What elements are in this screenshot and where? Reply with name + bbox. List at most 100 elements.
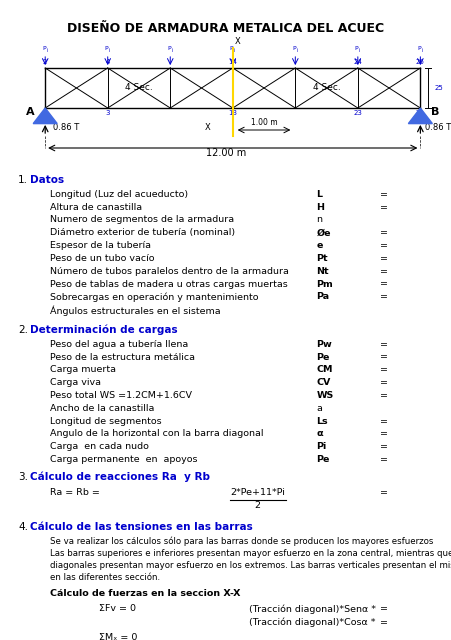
Text: P: P	[105, 46, 108, 51]
Text: en las diferentes sección.: en las diferentes sección.	[50, 573, 160, 582]
Text: 2.: 2.	[18, 325, 28, 335]
Text: 4.: 4.	[18, 522, 28, 532]
Text: 12.00 m: 12.00 m	[205, 148, 246, 158]
Text: =: =	[379, 618, 387, 627]
Text: Numero de segmentos de la armadura: Numero de segmentos de la armadura	[50, 216, 234, 225]
Text: Peso del agua a tubería llena: Peso del agua a tubería llena	[50, 340, 188, 349]
Text: 4 Sec.: 4 Sec.	[125, 83, 152, 93]
Text: 2*Pe+11*Pi: 2*Pe+11*Pi	[230, 488, 285, 497]
Text: =: =	[379, 228, 387, 237]
Text: 3: 3	[105, 110, 110, 116]
Text: =: =	[379, 455, 387, 464]
Text: CV: CV	[316, 378, 330, 387]
Text: =: =	[379, 190, 387, 199]
Text: Pt: Pt	[316, 254, 327, 263]
Text: Pi: Pi	[316, 442, 326, 451]
Text: (Tracción diagonal)*Senα *: (Tracción diagonal)*Senα *	[248, 604, 375, 614]
Text: Nt: Nt	[316, 267, 328, 276]
Text: P: P	[292, 46, 295, 51]
Text: Carga viva: Carga viva	[50, 378, 101, 387]
Text: 13: 13	[228, 110, 237, 116]
Text: Peso de tablas de madera u otras cargas muertas: Peso de tablas de madera u otras cargas …	[50, 280, 287, 289]
Text: Se va realizar los cálculos sólo para las barras donde se producen los mayores e: Se va realizar los cálculos sólo para la…	[50, 537, 433, 547]
Text: Øe: Øe	[316, 228, 330, 237]
Text: Peso total WS =1.2CM+1.6CV: Peso total WS =1.2CM+1.6CV	[50, 391, 192, 400]
Text: 4: 4	[105, 59, 110, 65]
Text: =: =	[379, 292, 387, 301]
Text: 26: 26	[415, 59, 424, 65]
Text: i: i	[109, 48, 110, 53]
Text: 1: 1	[43, 110, 47, 116]
Text: i: i	[46, 48, 47, 53]
Text: Peso de un tubo vacío: Peso de un tubo vacío	[50, 254, 154, 263]
Text: Altura de canastilla: Altura de canastilla	[50, 203, 142, 212]
Text: =: =	[379, 267, 387, 276]
Text: =: =	[379, 604, 387, 613]
Text: =: =	[379, 340, 387, 349]
Text: 14: 14	[228, 59, 237, 65]
Text: (Tracción diagonal)*Cosα *: (Tracción diagonal)*Cosα *	[248, 618, 374, 627]
Text: =: =	[379, 254, 387, 263]
Text: 23: 23	[353, 110, 361, 116]
Text: =: =	[379, 241, 387, 250]
Text: i: i	[358, 48, 359, 53]
Text: Pe: Pe	[316, 455, 329, 464]
Text: Longitud de segmentos: Longitud de segmentos	[50, 417, 161, 426]
Text: X: X	[204, 123, 210, 132]
Text: Determinación de cargas: Determinación de cargas	[30, 325, 177, 335]
Text: Sobrecargas en operación y mantenimiento: Sobrecargas en operación y mantenimiento	[50, 292, 258, 302]
Text: Diámetro exterior de tubería (nominal): Diámetro exterior de tubería (nominal)	[50, 228, 235, 237]
Text: Cálculo de las tensiones en las barras: Cálculo de las tensiones en las barras	[30, 522, 252, 532]
Text: 24: 24	[353, 59, 361, 65]
Text: A: A	[26, 107, 34, 117]
Text: 0.86 T: 0.86 T	[424, 124, 451, 132]
Text: Peso de la estructura metálica: Peso de la estructura metálica	[50, 353, 194, 362]
Text: =: =	[379, 417, 387, 426]
Text: Ángulos estructurales en el sistema: Ángulos estructurales en el sistema	[50, 305, 220, 316]
Text: Las barras superiores e inferiores presentan mayor esfuerzo en la zona central, : Las barras superiores e inferiores prese…	[50, 549, 451, 558]
Text: H: H	[316, 203, 324, 212]
Text: 0.86 T: 0.86 T	[53, 124, 79, 132]
Text: WS: WS	[316, 391, 333, 400]
Polygon shape	[407, 108, 432, 124]
Text: Carga permanente  en  apoyos: Carga permanente en apoyos	[50, 455, 197, 464]
Text: 25: 25	[433, 85, 442, 91]
Text: P: P	[229, 46, 233, 51]
Text: CM: CM	[316, 365, 332, 374]
Text: Pw: Pw	[316, 340, 331, 349]
Text: Angulo de la horizontal con la barra diagonal: Angulo de la horizontal con la barra dia…	[50, 429, 263, 438]
Text: 3.: 3.	[18, 472, 28, 482]
Text: X: X	[234, 37, 240, 46]
Text: 1.00 m: 1.00 m	[250, 118, 277, 127]
Text: Espesor de la tubería: Espesor de la tubería	[50, 241, 151, 250]
Text: ΣMₓ = 0: ΣMₓ = 0	[99, 633, 138, 640]
Text: 1.: 1.	[18, 175, 28, 185]
Text: Ls: Ls	[316, 417, 327, 426]
Text: Cálculo de fuerzas en la seccion X-X: Cálculo de fuerzas en la seccion X-X	[50, 589, 240, 598]
Text: =: =	[379, 378, 387, 387]
Text: Número de tubos paralelos dentro de la armadura: Número de tubos paralelos dentro de la a…	[50, 267, 288, 276]
Text: Carga muerta: Carga muerta	[50, 365, 116, 374]
Text: e: e	[316, 241, 322, 250]
Text: diagonales presentan mayor esfuerzo en los extremos. Las barras verticales prese: diagonales presentan mayor esfuerzo en l…	[50, 561, 451, 570]
Text: =: =	[379, 429, 387, 438]
Text: Pe: Pe	[316, 353, 329, 362]
Text: 2: 2	[254, 500, 260, 509]
Text: Longitud (Luz del acueducto): Longitud (Luz del acueducto)	[50, 190, 188, 199]
Text: Ancho de la canastilla: Ancho de la canastilla	[50, 404, 154, 413]
Text: 2: 2	[43, 59, 47, 65]
Text: ΣFv = 0: ΣFv = 0	[99, 604, 136, 613]
Text: =: =	[379, 442, 387, 451]
Text: 25: 25	[415, 110, 424, 116]
Text: Cálculo de reacciones Ra  y Rb: Cálculo de reacciones Ra y Rb	[30, 472, 210, 483]
Text: L: L	[316, 190, 322, 199]
Text: Pa: Pa	[316, 292, 329, 301]
Polygon shape	[33, 108, 57, 124]
Text: i: i	[296, 48, 297, 53]
Text: =: =	[379, 280, 387, 289]
Text: =: =	[379, 365, 387, 374]
Text: Ra = Rb =: Ra = Rb =	[50, 488, 100, 497]
Text: P: P	[167, 46, 170, 51]
Text: a: a	[316, 404, 322, 413]
Text: B: B	[430, 107, 438, 117]
